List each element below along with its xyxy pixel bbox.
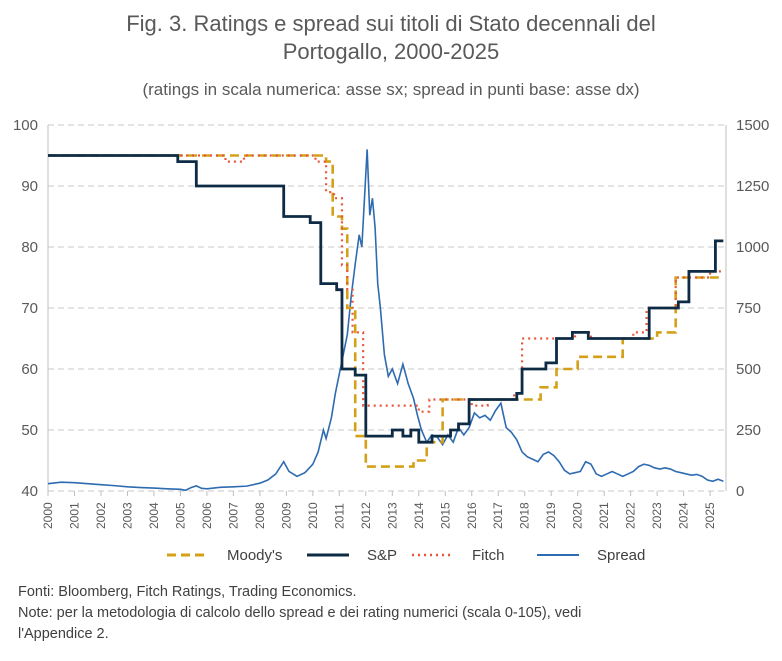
y-left-tick-label: 80 (21, 239, 38, 256)
x-tick-label: 2020 (571, 502, 585, 529)
x-tick-label: 2009 (279, 502, 293, 529)
chart-svg: 100 90 80 70 60 50 40 1500 1250 1000 750 500 250 0 2… (13, 117, 769, 564)
y-left-tick-label: 70 (21, 300, 38, 317)
x-tick-label: 2007 (226, 502, 240, 529)
legend: Moody's S&P Fitch Spread (167, 547, 645, 564)
x-tick-label: 2019 (544, 502, 558, 529)
chart-title-line2: Portogallo, 2000-2025 (282, 39, 500, 64)
y-right-tick-label: 750 (736, 300, 761, 317)
series-line-spread (47, 149, 724, 492)
notes: Fonti: Bloomberg, Fitch Ratings, Trading… (18, 582, 581, 645)
series-line-moody-s (48, 154, 724, 468)
x-tick-label: 2011 (332, 503, 346, 529)
x-tick-label: 2004 (147, 502, 161, 529)
x-tick-label: 2003 (120, 502, 134, 529)
y-axis-right: 1500 1250 1000 750 500 250 0 (736, 117, 769, 500)
grid-lines (47, 124, 727, 492)
series-line-fitch (48, 154, 724, 413)
series-line-s-p (48, 154, 724, 444)
x-tick-label: 2002 (94, 502, 108, 529)
x-tick-label: 2000 (41, 502, 55, 529)
y-right-tick-label: 1250 (736, 178, 769, 195)
y-right-tick-label: 0 (736, 483, 744, 500)
x-tick-label: 2024 (677, 502, 691, 529)
y-right-tick-label: 500 (736, 361, 761, 378)
x-tick-label: 2008 (253, 502, 267, 529)
y-axis-left: 100 90 80 70 60 50 40 (13, 117, 38, 500)
legend-label-fitch: Fitch (472, 547, 505, 564)
chart-title-line1: Fig. 3. Ratings e spread sui titoli di S… (126, 11, 656, 36)
y-left-tick-label: 60 (21, 361, 38, 378)
notes-line3: l'Appendice 2. (18, 626, 109, 642)
x-tick-label: 2010 (306, 502, 320, 529)
x-tick-label: 2025 (703, 502, 717, 529)
legend-label-s-p: S&P (367, 547, 397, 564)
x-tick-label: 2005 (173, 502, 187, 529)
y-left-tick-label: 90 (21, 178, 38, 195)
chart-title: Fig. 3. Ratings e spread sui titoli di S… (0, 10, 782, 66)
x-tick-label: 2016 (465, 502, 479, 529)
chart-subtitle: (ratings in scala numerica: asse sx; spr… (142, 80, 640, 99)
series-group (47, 149, 724, 492)
y-right-tick-label: 1000 (736, 239, 769, 256)
x-tick-label: 2021 (597, 502, 611, 529)
y-left-tick-label: 40 (21, 483, 38, 500)
x-tick-label: 2006 (200, 502, 214, 529)
y-left-tick-label: 100 (13, 117, 38, 134)
x-tick-label: 2014 (412, 502, 426, 529)
x-tick-label: 2001 (67, 502, 81, 529)
y-right-tick-label: 250 (736, 422, 761, 439)
legend-label-moody-s: Moody's (227, 547, 282, 564)
legend-label-spread: Spread (597, 547, 645, 564)
x-axis: 2000 2001 2002 2003 2004 2005 2006 2007 2008 2009… (41, 491, 717, 529)
x-tick-label: 2018 (518, 502, 532, 529)
notes-line1: Fonti: Bloomberg, Fitch Ratings, Trading… (18, 584, 357, 600)
notes-line2: Note: per la metodologia di calcolo dell… (18, 605, 582, 621)
y-left-tick-label: 50 (21, 422, 38, 439)
y-right-tick-label: 1500 (736, 117, 769, 134)
x-tick-label: 2013 (385, 502, 399, 529)
x-tick-label: 2017 (491, 502, 505, 529)
x-tick-label: 2022 (624, 502, 638, 529)
x-tick-label: 2012 (359, 502, 373, 529)
x-tick-label: 2015 (438, 502, 452, 529)
x-tick-label: 2023 (650, 502, 664, 529)
